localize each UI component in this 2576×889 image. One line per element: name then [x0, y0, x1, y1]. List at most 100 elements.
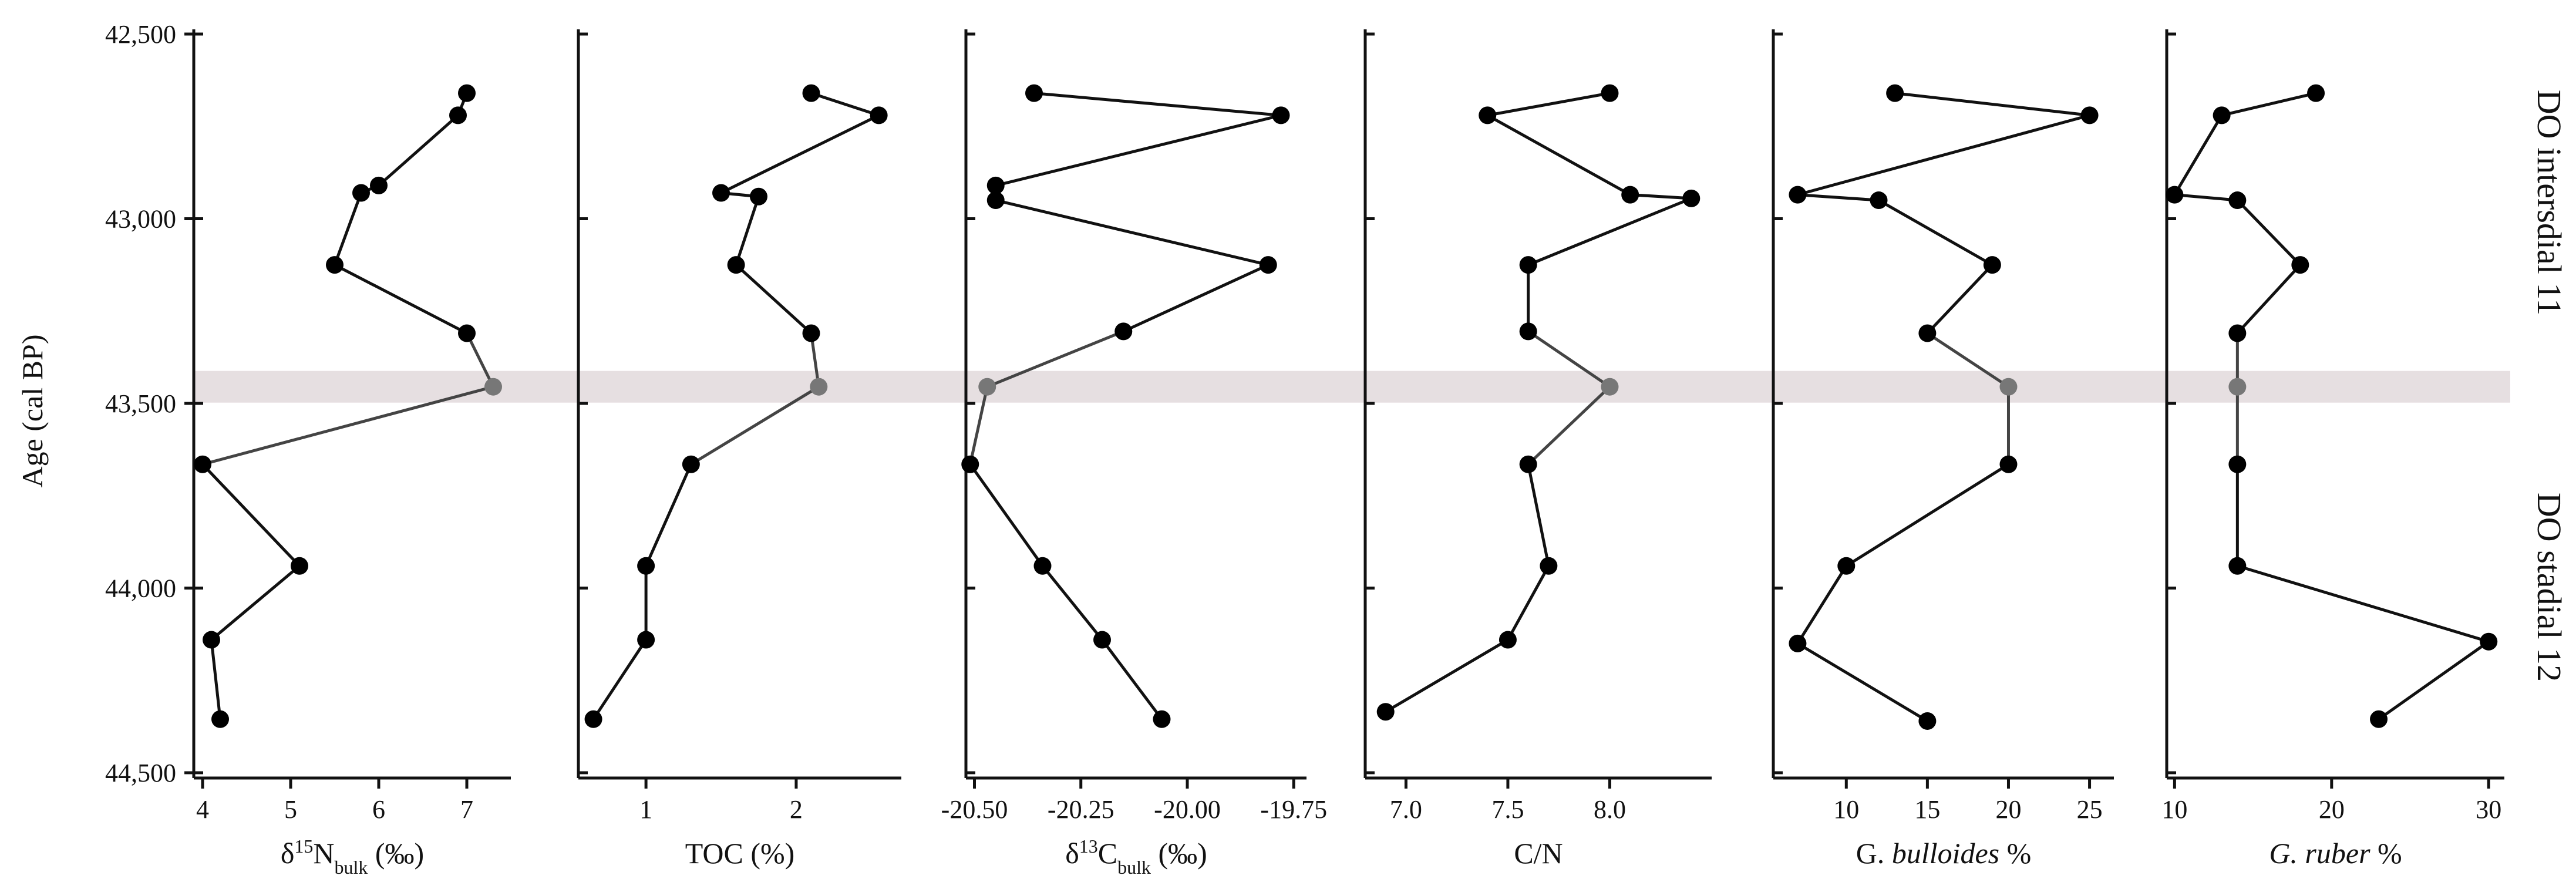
- series-segment: [2378, 640, 2490, 720]
- data-point: [2480, 632, 2498, 651]
- highlight-band-layer: [194, 371, 2510, 403]
- data-point: [1259, 256, 1277, 274]
- series-segment: [720, 114, 880, 194]
- data-point: [2213, 106, 2231, 124]
- series-segment: [334, 263, 468, 335]
- x-tick-label: 30: [2476, 795, 2501, 824]
- x-axis-title: G. ruber %: [2269, 837, 2402, 870]
- data-point: [2080, 106, 2099, 124]
- series-segment: [1487, 114, 1631, 196]
- series-segment: [986, 330, 1124, 389]
- data-point: [986, 191, 1005, 210]
- data-point: [727, 256, 745, 274]
- data-point: [1093, 631, 1111, 649]
- data-point: [584, 710, 602, 728]
- data-point: [1601, 84, 1619, 102]
- x-tick-label: 2: [790, 795, 803, 824]
- x-tick-label: 20: [2319, 795, 2345, 824]
- highlight-data-point: [1999, 378, 2018, 396]
- y-tick-label: 44,500: [105, 759, 176, 787]
- data-point: [1682, 189, 1701, 207]
- data-point: [326, 256, 344, 274]
- series-segment: [1797, 642, 1928, 723]
- data-point: [1272, 106, 1290, 124]
- series-segment: [592, 639, 648, 720]
- data-point: [1999, 455, 2018, 473]
- x-axis-title-part: G.: [1856, 837, 1892, 870]
- series-segment: [2221, 92, 2316, 117]
- y-tick-label: 42,500: [105, 20, 176, 49]
- series-segment: [1041, 565, 1103, 641]
- data-point: [352, 184, 370, 202]
- x-axis-title-part: δ: [1065, 837, 1079, 870]
- series-segment: [690, 385, 820, 466]
- data-point: [2291, 256, 2309, 274]
- series-segment: [644, 463, 693, 567]
- series-segment: [1796, 565, 1848, 645]
- data-point: [203, 631, 220, 649]
- series-segment: [1527, 385, 1611, 466]
- data-point: [1479, 106, 1497, 124]
- series-segment: [1527, 464, 1550, 567]
- highlight-data-point: [978, 378, 996, 396]
- x-tick-label: 20: [1995, 795, 2021, 824]
- data-point: [1376, 703, 1395, 721]
- data-point: [2228, 324, 2247, 342]
- data-point: [1499, 631, 1517, 649]
- data-point: [1519, 256, 1537, 274]
- highlight-band: [194, 371, 2510, 403]
- data-point: [637, 557, 655, 575]
- highlight-data-point: [2228, 378, 2247, 396]
- data-point: [870, 106, 888, 124]
- data-point: [802, 84, 820, 102]
- series-segment: [995, 113, 1282, 187]
- y-tick-label: 44,000: [105, 574, 176, 603]
- series-segment: [1506, 565, 1550, 641]
- side-label-interstadial: DO intersdial 11: [2530, 90, 2568, 315]
- y-tick-label: 43,000: [105, 205, 176, 234]
- series-segment: [810, 333, 820, 388]
- data-point: [802, 324, 820, 342]
- series-segment: [1487, 92, 1610, 117]
- series-segment: [1101, 639, 1163, 720]
- data-point: [2370, 710, 2388, 728]
- data-point: [458, 84, 476, 102]
- data-point: [1540, 557, 1558, 575]
- series-segment: [735, 196, 760, 265]
- y-tick-label: 43,500: [105, 389, 176, 418]
- x-tick-label: 10: [1833, 795, 1859, 824]
- data-point: [458, 324, 476, 342]
- x-axis-title-part: %: [1999, 837, 2031, 870]
- data-point: [194, 455, 211, 473]
- data-point: [1519, 455, 1537, 473]
- x-axis-title: G. bulloides %: [1856, 837, 2032, 870]
- x-axis-title-part: %: [2370, 837, 2402, 870]
- highlight-data-point: [810, 378, 828, 396]
- data-point: [986, 176, 1005, 194]
- series-segment: [1385, 638, 1509, 713]
- x-axis-title-part: (‰): [1151, 837, 1207, 870]
- series-segment: [1527, 330, 1611, 388]
- series-segment: [333, 192, 363, 265]
- x-tick-label: 7.0: [1390, 795, 1422, 824]
- x-tick-label: 8.0: [1594, 795, 1626, 824]
- series-segment: [995, 198, 1269, 267]
- x-tick-label: 6: [372, 795, 385, 824]
- series-segment: [1033, 92, 1281, 117]
- x-tick-label: -20.50: [941, 795, 1008, 824]
- data-point: [1621, 186, 1639, 204]
- data-point: [1153, 710, 1171, 728]
- x-tick-label: 4: [196, 795, 209, 824]
- highlight-data-point: [484, 378, 502, 396]
- series-segment: [810, 92, 880, 117]
- series-segment: [210, 639, 222, 720]
- highlight-data-point: [1601, 378, 1619, 396]
- x-axis-title-part: bulk: [334, 857, 368, 878]
- data-point: [682, 455, 700, 473]
- x-axis-title-part: 15: [294, 836, 313, 857]
- axes-layer: [184, 29, 2504, 789]
- x-tick-label: 7.5: [1491, 795, 1524, 824]
- x-tick-label: 25: [2077, 795, 2103, 824]
- series-segment: [1527, 197, 1692, 267]
- x-axis-title-part: N: [313, 837, 334, 870]
